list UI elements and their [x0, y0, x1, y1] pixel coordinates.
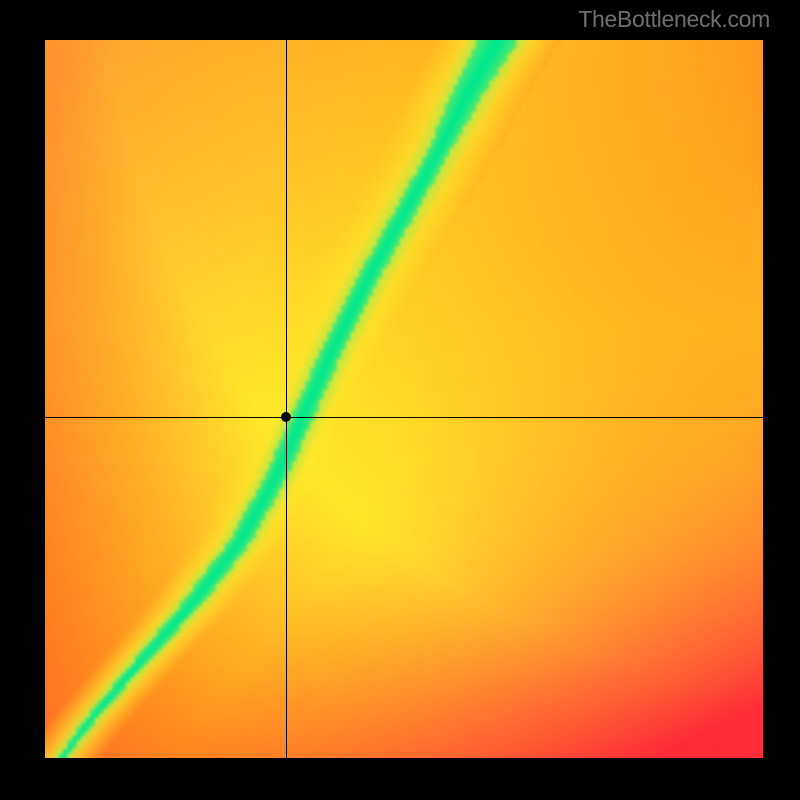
- watermark-text: TheBottleneck.com: [578, 6, 770, 33]
- heatmap-plot: [45, 40, 763, 758]
- crosshair-horizontal: [45, 417, 763, 418]
- crosshair-marker: [281, 412, 291, 422]
- heatmap-canvas: [45, 40, 763, 758]
- crosshair-vertical: [286, 40, 287, 758]
